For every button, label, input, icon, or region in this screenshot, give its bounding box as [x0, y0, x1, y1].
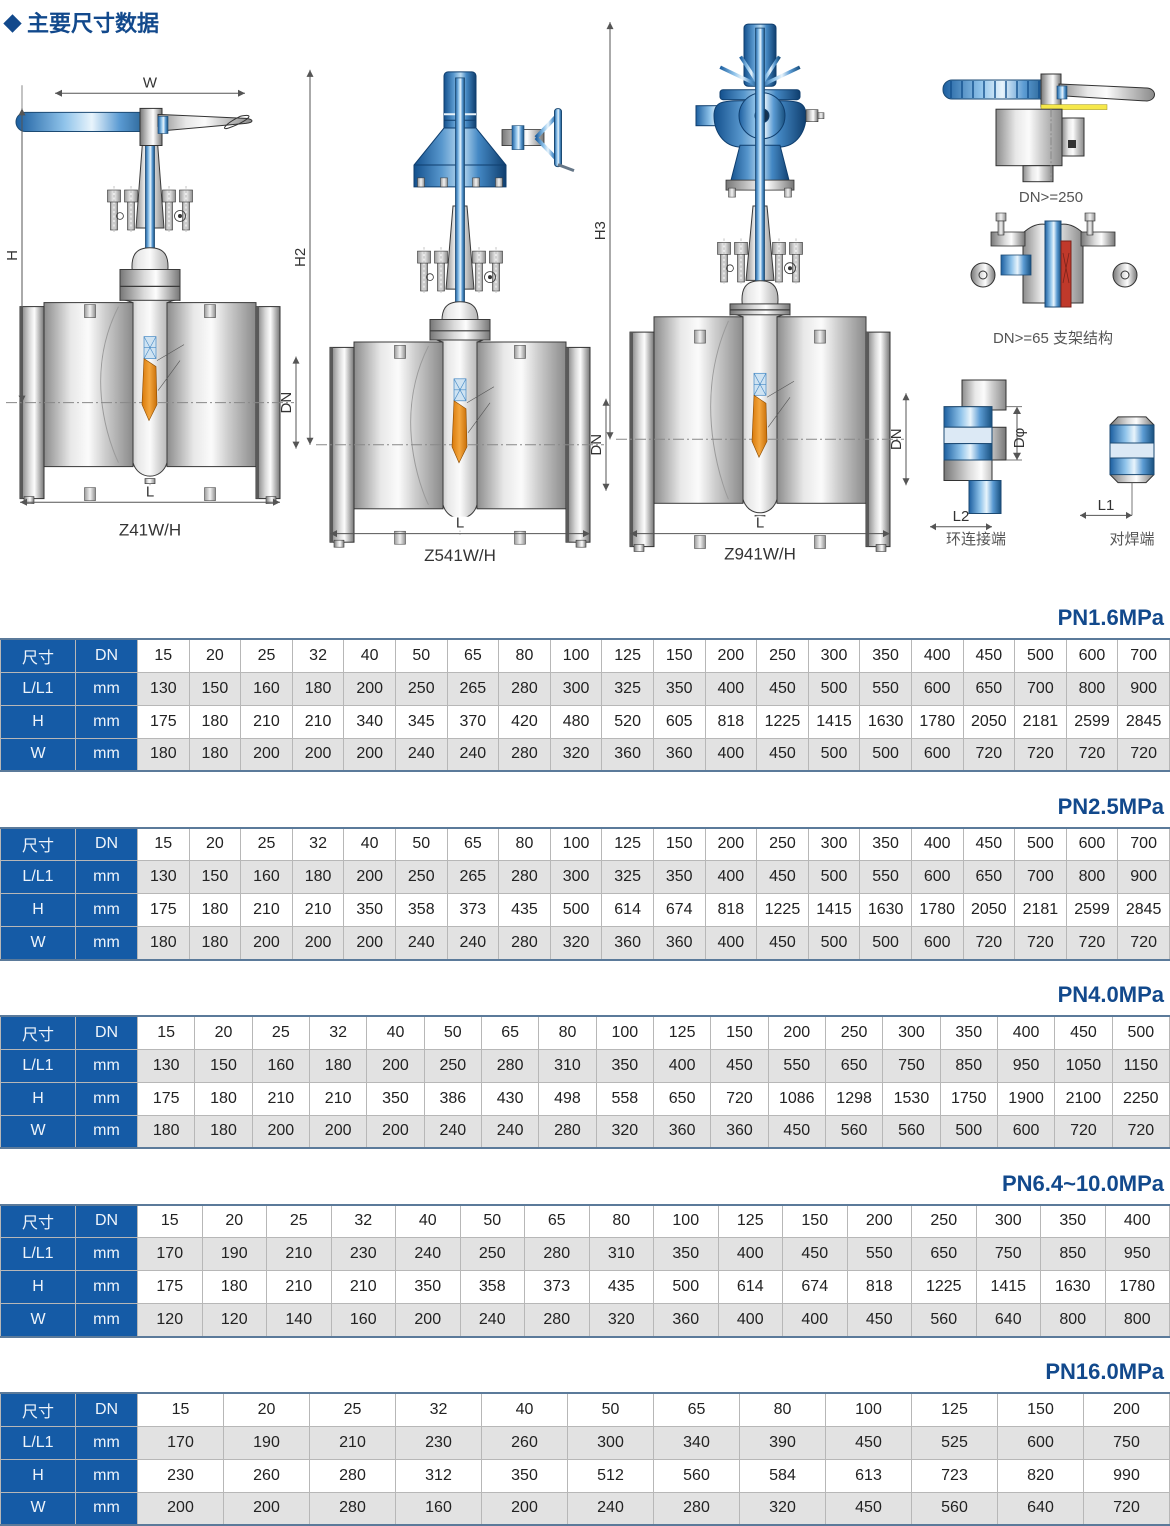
svg-text:L: L: [456, 515, 464, 532]
svg-text:Z941W/H: Z941W/H: [724, 545, 796, 564]
svg-text:DN>=65 支架结构: DN>=65 支架结构: [993, 330, 1113, 347]
svg-text:DN>=250: DN>=250: [1019, 189, 1083, 206]
svg-text:L: L: [756, 515, 764, 532]
svg-text:H2: H2: [292, 248, 309, 267]
svg-text:L: L: [146, 483, 154, 500]
svg-text:Z541W/H: Z541W/H: [424, 546, 496, 565]
svg-text:Dφ: Dφ: [1011, 427, 1028, 448]
svg-text:W: W: [143, 74, 158, 91]
svg-text:对焊端: 对焊端: [1109, 531, 1154, 548]
svg-text:H: H: [4, 250, 21, 261]
svg-text:DN: DN: [588, 434, 605, 456]
svg-text:L1: L1: [1098, 497, 1115, 514]
svg-text:DN: DN: [888, 428, 905, 450]
svg-text:H3: H3: [592, 221, 609, 240]
svg-text:环连接端: 环连接端: [946, 531, 1006, 548]
svg-text:DN: DN: [278, 392, 295, 414]
svg-text:Z41W/H: Z41W/H: [119, 521, 181, 540]
svg-text:L2: L2: [953, 508, 970, 525]
